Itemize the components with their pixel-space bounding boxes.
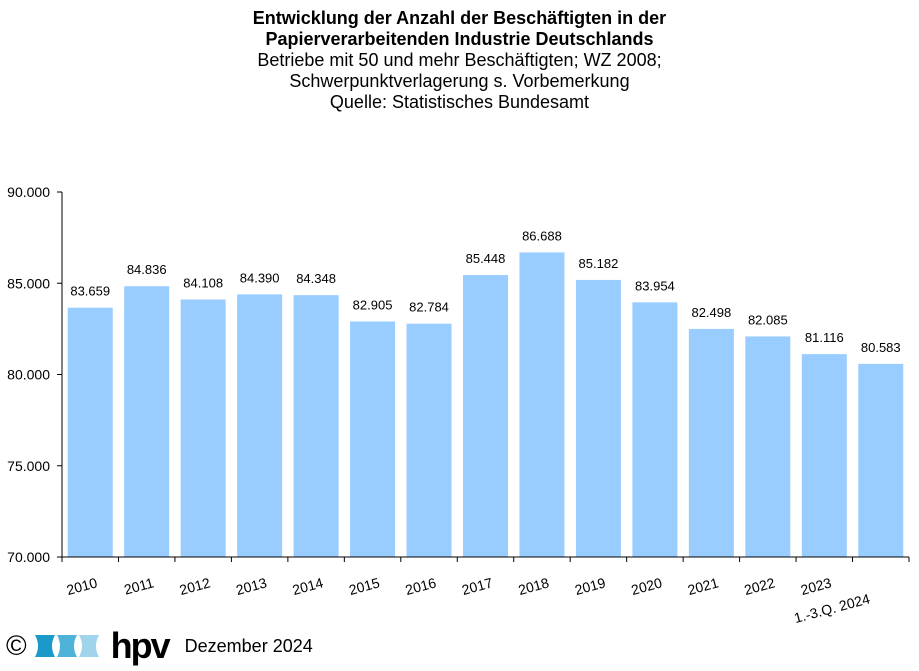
copyright-symbol: © <box>6 630 27 661</box>
bar <box>632 302 678 557</box>
title-line-2: Papierverarbeitenden Industrie Deutschla… <box>265 29 654 49</box>
bar <box>237 294 283 557</box>
bar <box>801 354 847 557</box>
bar <box>124 286 170 557</box>
data-label: 83.659 <box>70 284 110 299</box>
bar <box>463 275 508 557</box>
x-tick-label: 2022 <box>742 574 776 598</box>
bar <box>180 299 226 557</box>
bar <box>350 321 396 557</box>
bar <box>67 307 113 557</box>
y-tick-label: 70.000 <box>7 549 50 565</box>
x-tick-label: 2015 <box>347 574 381 598</box>
x-tick-label: 2020 <box>629 574 663 598</box>
y-tick-label: 75.000 <box>7 458 50 474</box>
x-tick-label: 2014 <box>291 574 325 598</box>
bar <box>745 336 791 557</box>
bar <box>858 363 904 557</box>
data-label: 84.836 <box>127 262 167 277</box>
data-label: 84.390 <box>240 270 280 285</box>
x-tick-label: 2018 <box>517 574 551 598</box>
bar <box>575 279 621 557</box>
data-label: 82.905 <box>353 297 393 312</box>
bar <box>688 328 734 557</box>
subtitle-line-1: Betriebe mit 50 und mehr Beschäftigten; … <box>257 50 662 70</box>
bar <box>293 295 339 557</box>
x-tick-label: 2013 <box>234 574 268 598</box>
x-tick-label: 2019 <box>573 574 607 598</box>
footer-date: Dezember 2024 <box>184 635 313 656</box>
title-line-1: Entwicklung der Anzahl der Beschäftigten… <box>252 8 667 28</box>
data-label: 82.784 <box>409 300 449 315</box>
data-label: 80.583 <box>861 340 901 355</box>
data-label: 86.688 <box>522 228 562 243</box>
subtitle-line-3: Quelle: Statistisches Bundesamt <box>329 92 590 112</box>
bar <box>406 323 452 557</box>
data-label: 83.954 <box>635 278 675 293</box>
y-tick-label: 90.000 <box>7 184 50 200</box>
x-tick-label: 2010 <box>65 574 99 598</box>
data-label: 84.108 <box>183 276 223 291</box>
hpv-logo-text: hpv <box>110 625 171 666</box>
data-label: 82.085 <box>748 312 788 327</box>
y-tick-label: 85.000 <box>7 275 50 291</box>
bar <box>519 252 565 557</box>
y-tick-label: 80.000 <box>7 367 50 383</box>
data-label: 82.498 <box>691 305 731 320</box>
subtitle-line-2: Schwerpunktverlagerung s. Vorbemerkung <box>289 71 630 91</box>
data-label: 84.348 <box>296 271 336 286</box>
x-tick-label: 2016 <box>404 574 438 598</box>
data-label: 85.448 <box>466 251 506 266</box>
chart-title: Entwicklung der Anzahl der Beschäftigten… <box>0 8 919 113</box>
x-tick-label: 2023 <box>799 574 833 598</box>
data-label: 85.182 <box>579 256 619 271</box>
x-tick-label: 2012 <box>178 574 212 598</box>
x-tick-label: 2021 <box>686 574 720 598</box>
x-tick-label: 2011 <box>122 574 155 597</box>
x-tick-label: 2017 <box>460 574 494 598</box>
hpv-logo-icon <box>34 635 99 657</box>
footer: © hpv Dezember 2024 <box>6 628 313 664</box>
data-label: 81.116 <box>805 330 844 345</box>
